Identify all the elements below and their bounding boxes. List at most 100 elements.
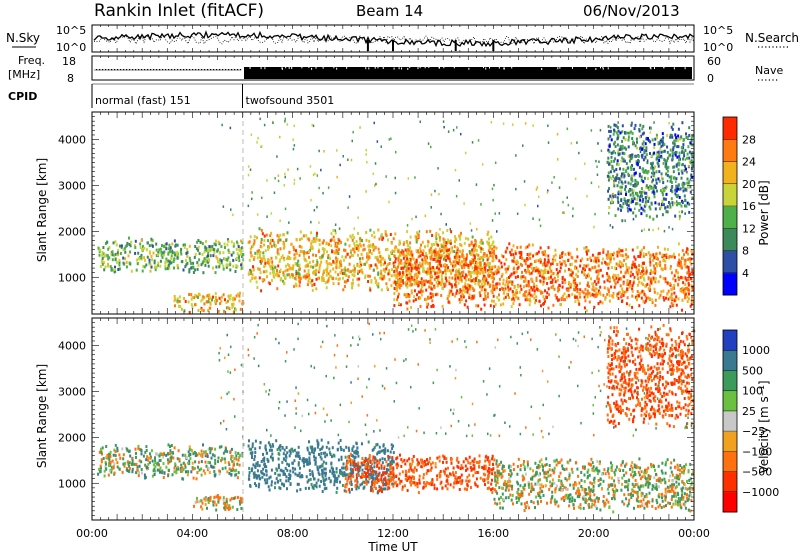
heatmap-cell (353, 264, 356, 268)
heatmap-cell (186, 261, 189, 265)
heatmap-cell (286, 268, 289, 272)
heatmap-cell (661, 202, 664, 205)
heatmap-cell (137, 471, 140, 474)
heatmap-cell (458, 271, 461, 275)
heatmap-cell (546, 262, 549, 266)
heatmap-cell (662, 257, 665, 261)
heatmap-cell (135, 451, 137, 455)
heatmap-cell (531, 267, 533, 270)
heatmap-cell (460, 244, 463, 247)
heatmap-cell (638, 190, 641, 194)
heatmap-cell (351, 139, 353, 143)
heatmap-cell (625, 262, 627, 266)
heatmap-cell (691, 285, 694, 289)
heatmap-cell (343, 248, 345, 252)
heatmap-cell (441, 277, 444, 281)
heatmap-cell (414, 266, 417, 270)
cpid-mode-label: twofsound 3501 (246, 94, 335, 107)
heatmap-cell (627, 172, 630, 176)
heatmap-cell (114, 265, 116, 269)
heatmap-cell (686, 135, 689, 139)
heatmap-cell (631, 155, 634, 159)
heatmap-cell (684, 149, 687, 152)
heatmap-cell (649, 263, 652, 267)
heatmap-cell (525, 290, 528, 294)
power-axis-ticks (91, 111, 695, 315)
heatmap-cell (298, 253, 301, 257)
power-heatmap-cells (97, 117, 695, 314)
heatmap-cell (173, 251, 176, 255)
heatmap-cell (594, 212, 596, 216)
heatmap-cell (572, 214, 574, 218)
heatmap-cell (162, 462, 165, 466)
heatmap-cell (672, 148, 675, 152)
heatmap-cell (671, 296, 674, 300)
heatmap-cell (276, 250, 279, 254)
nave-label: Nave (755, 64, 783, 77)
heatmap-cell (524, 294, 527, 298)
heatmap-cell (689, 272, 692, 276)
heatmap-cell (685, 135, 688, 139)
heatmap-cell (642, 170, 645, 173)
heatmap-cell (441, 249, 444, 252)
heatmap-cell (627, 135, 630, 139)
heatmap-cell (678, 158, 680, 162)
heatmap-cell (369, 228, 372, 232)
heatmap-cell (473, 254, 476, 258)
heatmap-cell (646, 296, 649, 300)
heatmap-cell (374, 162, 377, 165)
heatmap-cell (340, 268, 343, 272)
heatmap-cell (419, 254, 422, 258)
heatmap-cell (636, 194, 639, 198)
heatmap-cell (269, 234, 272, 238)
heatmap-cell (633, 127, 636, 131)
heatmap-cell (159, 247, 162, 251)
heatmap-cell (234, 308, 237, 312)
heatmap-cell (608, 129, 611, 133)
heatmap-cell (588, 285, 591, 288)
heatmap-cell (232, 264, 235, 268)
heatmap-cell (643, 300, 646, 304)
heatmap-cell (661, 156, 663, 159)
heatmap-cell (448, 282, 451, 286)
heatmap-cell (630, 123, 633, 127)
heatmap-cell (664, 188, 667, 192)
heatmap-cell (483, 277, 486, 281)
heatmap-cell (599, 292, 602, 296)
heatmap-cell (247, 241, 250, 245)
heatmap-cell (181, 466, 184, 470)
heatmap-cell (578, 281, 581, 285)
heatmap-cell (690, 262, 693, 266)
heatmap-cell (440, 264, 443, 268)
heatmap-cell (197, 263, 200, 267)
heatmap-cell (594, 257, 597, 261)
heatmap-cell (611, 226, 614, 229)
heatmap-cell (507, 265, 510, 269)
heatmap-cell (398, 239, 401, 243)
heatmap-cell (406, 307, 409, 311)
heatmap-cell (174, 304, 176, 308)
freq-ticks (91, 56, 695, 60)
heatmap-cell (547, 306, 550, 310)
heatmap-cell (447, 266, 449, 269)
heatmap-cell (491, 271, 494, 275)
heatmap-cell (359, 239, 362, 243)
heatmap-cell (627, 138, 630, 142)
heatmap-cell (512, 267, 515, 271)
heatmap-cell (684, 261, 687, 265)
nave-gap (595, 67, 597, 70)
heatmap-cell (182, 243, 185, 247)
heatmap-cell (409, 257, 412, 261)
freq-dot (147, 69, 149, 71)
heatmap-cell (405, 276, 408, 280)
heatmap-cell (677, 282, 680, 286)
heatmap-cell (666, 179, 669, 183)
heatmap-cell (551, 286, 554, 290)
heatmap-cell (471, 248, 474, 252)
heatmap-cell (668, 282, 671, 286)
heatmap-cell (685, 204, 688, 208)
heatmap-cell (616, 143, 619, 147)
heatmap-cell (325, 268, 328, 272)
heatmap-cell (270, 244, 273, 248)
